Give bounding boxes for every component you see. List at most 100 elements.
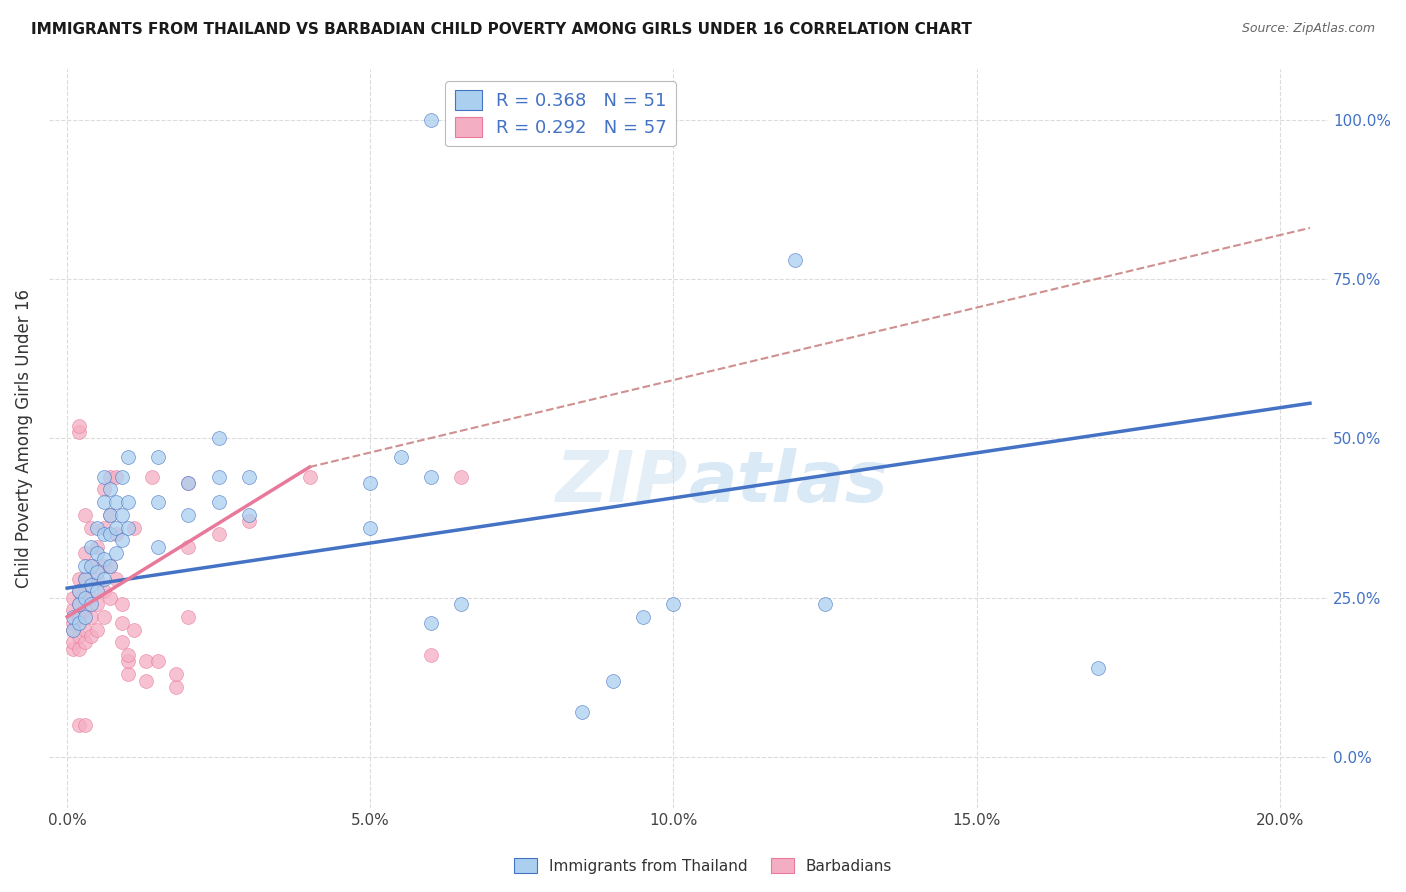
Point — [98, 558, 121, 573]
Point — [104, 495, 127, 509]
Point — [141, 469, 163, 483]
Point — [75, 546, 97, 560]
Point — [165, 667, 187, 681]
Point — [111, 508, 134, 522]
Point — [419, 648, 441, 662]
Point — [67, 572, 90, 586]
Point — [238, 514, 260, 528]
Point — [67, 597, 90, 611]
Point — [86, 540, 108, 554]
Point — [98, 469, 121, 483]
Point — [80, 558, 103, 573]
Point — [86, 565, 108, 579]
Point — [298, 469, 321, 483]
Point — [80, 597, 103, 611]
Point — [602, 673, 624, 688]
Point — [86, 572, 108, 586]
Point — [238, 469, 260, 483]
Point — [98, 558, 121, 573]
Legend: R = 0.368   N = 51, R = 0.292   N = 57: R = 0.368 N = 51, R = 0.292 N = 57 — [446, 81, 676, 146]
Point — [98, 527, 121, 541]
Point — [117, 648, 139, 662]
Point — [122, 623, 145, 637]
Point — [135, 655, 157, 669]
Text: ZIP: ZIP — [557, 448, 689, 517]
Point — [238, 508, 260, 522]
Point — [62, 623, 84, 637]
Point — [146, 655, 169, 669]
Point — [135, 673, 157, 688]
Point — [359, 475, 381, 490]
Point — [86, 623, 108, 637]
Point — [86, 546, 108, 560]
Text: IMMIGRANTS FROM THAILAND VS BARBADIAN CHILD POVERTY AMONG GIRLS UNDER 16 CORRELA: IMMIGRANTS FROM THAILAND VS BARBADIAN CH… — [31, 22, 972, 37]
Point — [111, 635, 134, 649]
Point — [86, 584, 108, 599]
Point — [104, 546, 127, 560]
Text: atlas: atlas — [689, 448, 889, 517]
Point — [208, 469, 231, 483]
Point — [75, 591, 97, 605]
Point — [122, 520, 145, 534]
Point — [117, 495, 139, 509]
Point — [62, 603, 84, 617]
Point — [67, 609, 90, 624]
Point — [814, 597, 837, 611]
Point — [104, 572, 127, 586]
Point — [67, 584, 90, 599]
Point — [80, 609, 103, 624]
Point — [86, 597, 108, 611]
Point — [177, 475, 200, 490]
Point — [75, 603, 97, 617]
Point — [80, 520, 103, 534]
Text: Source: ZipAtlas.com: Source: ZipAtlas.com — [1241, 22, 1375, 36]
Point — [62, 635, 84, 649]
Point — [111, 616, 134, 631]
Point — [75, 718, 97, 732]
Point — [662, 597, 685, 611]
Point — [67, 418, 90, 433]
Point — [208, 431, 231, 445]
Point — [117, 450, 139, 465]
Point — [62, 623, 84, 637]
Point — [98, 483, 121, 497]
Point — [93, 558, 115, 573]
Point — [419, 616, 441, 631]
Point — [419, 469, 441, 483]
Point — [93, 495, 115, 509]
Legend: Immigrants from Thailand, Barbadians: Immigrants from Thailand, Barbadians — [508, 852, 898, 880]
Point — [67, 584, 90, 599]
Point — [75, 558, 97, 573]
Point — [111, 533, 134, 548]
Point — [62, 641, 84, 656]
Point — [419, 112, 441, 127]
Point — [62, 609, 84, 624]
Point — [111, 597, 134, 611]
Point — [67, 718, 90, 732]
Point — [93, 527, 115, 541]
Point — [80, 578, 103, 592]
Point — [98, 591, 121, 605]
Point — [67, 641, 90, 656]
Point — [93, 584, 115, 599]
Point — [93, 483, 115, 497]
Point — [75, 623, 97, 637]
Point — [571, 706, 593, 720]
Point — [117, 667, 139, 681]
Point — [62, 616, 84, 631]
Point — [783, 252, 806, 267]
Point — [450, 469, 472, 483]
Point — [146, 450, 169, 465]
Point — [208, 495, 231, 509]
Point — [631, 609, 654, 624]
Point — [67, 425, 90, 439]
Point — [75, 572, 97, 586]
Point — [117, 520, 139, 534]
Point — [177, 475, 200, 490]
Point — [359, 520, 381, 534]
Point — [117, 655, 139, 669]
Point — [146, 540, 169, 554]
Point — [93, 572, 115, 586]
Point — [208, 527, 231, 541]
Point — [177, 609, 200, 624]
